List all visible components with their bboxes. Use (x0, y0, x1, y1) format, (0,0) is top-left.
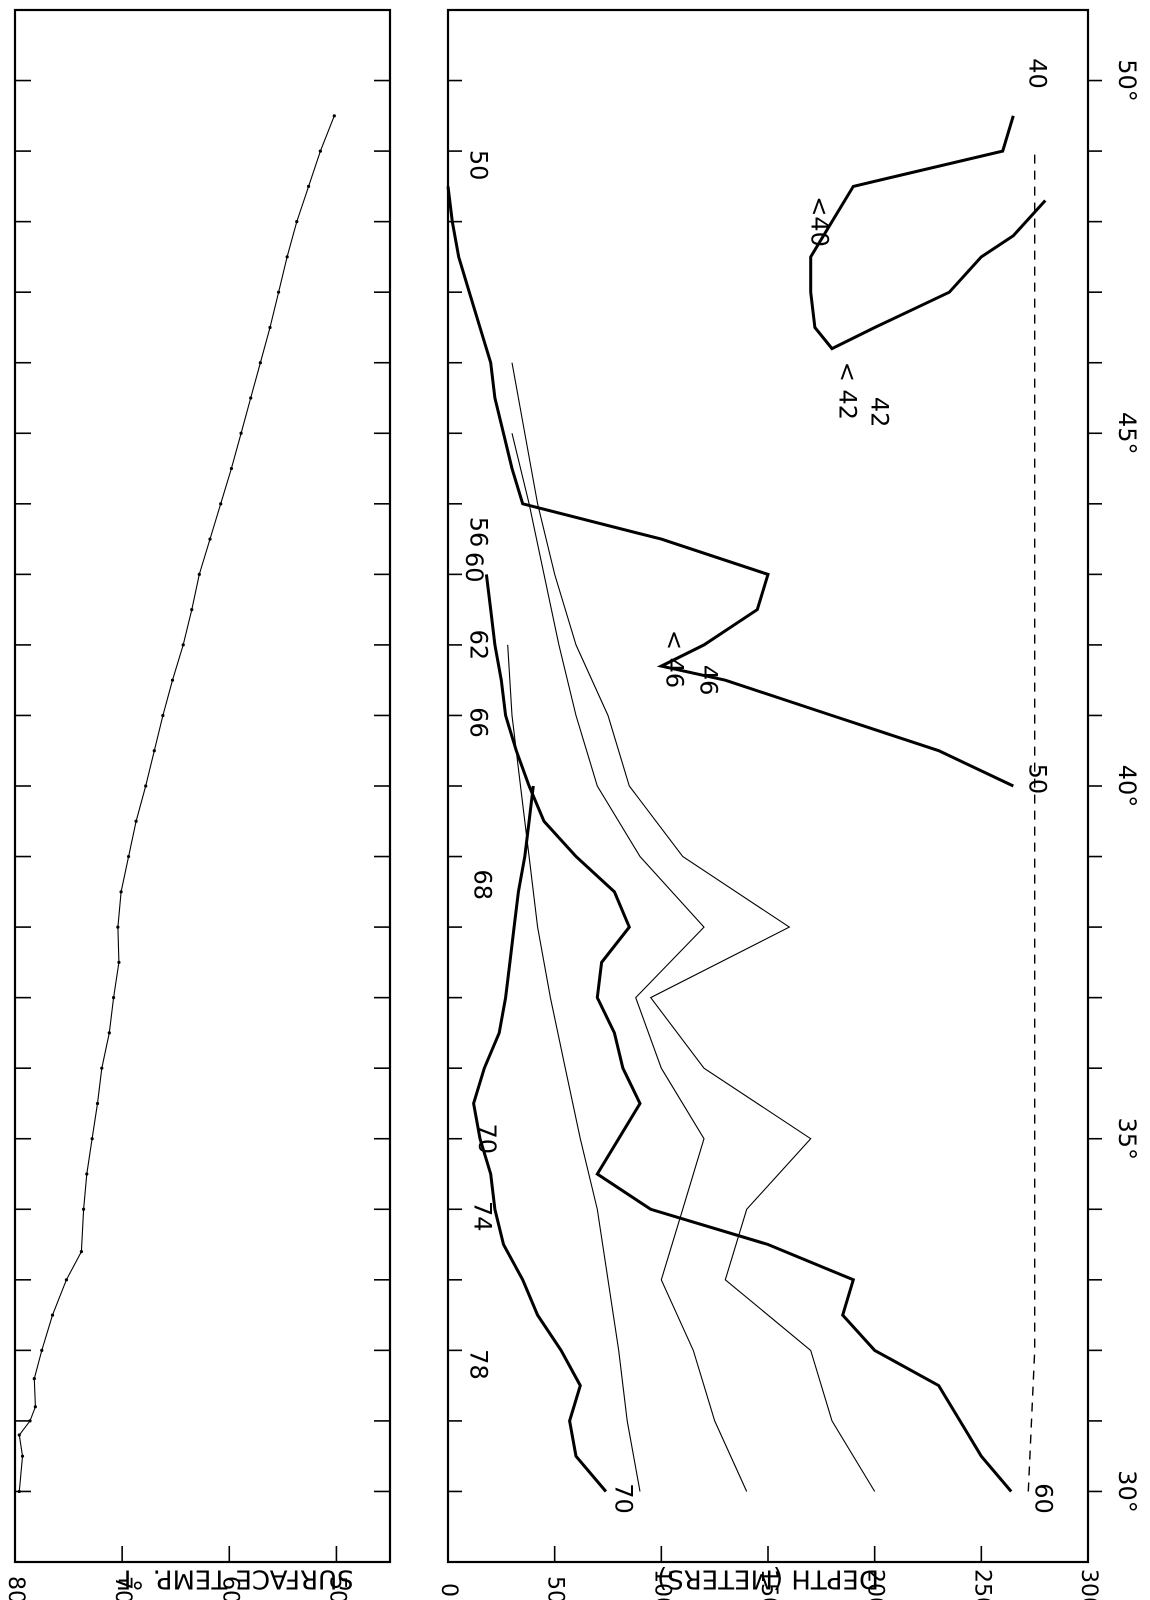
contour-label: 46 (695, 665, 723, 696)
surface-temp-point (285, 255, 289, 259)
depth-tick-label: 250 (969, 1569, 994, 1600)
temp-axis-label: SURFACE TEMP. °F (116, 1564, 353, 1594)
contour-label: 50 (1023, 764, 1051, 795)
contour-label: 42 (865, 397, 893, 428)
depth-tick-label: 300 (1076, 1569, 1101, 1600)
isotherm-thick (472, 785, 608, 1493)
isotherm-thin (511, 362, 876, 1492)
surface-temp-point (268, 325, 272, 330)
surface-temp-point (119, 890, 123, 894)
surface-temp-point (79, 1250, 84, 1254)
contour-label: 66 (464, 707, 492, 738)
surface-temp-point (100, 1066, 104, 1070)
temp-tick-label: 60 (217, 1576, 242, 1600)
surface-temp-point (170, 678, 175, 682)
surface-temp-point (17, 1433, 21, 1437)
surface-temp-point (318, 149, 322, 153)
surface-temp-point (152, 749, 156, 753)
surface-temp-point (144, 784, 148, 788)
surface-temp-point (161, 713, 165, 718)
depth-tick-label: 0 (436, 1583, 461, 1597)
contour-label: 68 (469, 869, 497, 900)
temp-tick-label: 50 (324, 1576, 349, 1600)
surface-temp-point (332, 114, 336, 118)
surface-temp-point (181, 643, 185, 647)
lat-tick-label: 35° (1113, 1117, 1141, 1160)
isotherm-thick (446, 186, 1014, 788)
surface-temp-point (95, 1101, 100, 1106)
surface-temp-point (17, 1489, 21, 1494)
surface-temp-point (197, 572, 201, 576)
contour-label: 40 (1023, 58, 1051, 89)
surface-temp-point (20, 1454, 25, 1458)
top-frame (13, 8, 392, 1564)
contour-label: 60 (460, 552, 488, 583)
contour-label: 56 (464, 517, 492, 548)
isotherm-thin (507, 644, 641, 1492)
surface-temp-point (126, 854, 131, 859)
surface-temp-point (295, 220, 299, 224)
surface-temp-line (18, 115, 335, 1492)
surface-temp-point (117, 960, 121, 964)
surface-temp-point (32, 1376, 36, 1381)
surface-temp-point (40, 1348, 44, 1352)
contour-label: < 42 (833, 362, 861, 420)
surface-temp-point (90, 1137, 94, 1141)
lat-tick-label: 45° (1113, 412, 1141, 455)
isotherm-thick (484, 574, 1013, 1493)
surface-temp-point (111, 996, 116, 1000)
surface-temp-point (249, 396, 253, 400)
isotherm-thin (511, 433, 748, 1492)
surface-temp-point (239, 431, 243, 435)
surface-temp-point (276, 290, 281, 294)
surface-temp-point (306, 184, 311, 188)
depth-axis-label: DEPTH (METERS) (657, 1564, 879, 1594)
surface-temp-point (50, 1313, 55, 1317)
surface-temp-point (190, 608, 194, 612)
depth-tick-label: 50 (543, 1576, 568, 1600)
lat-tick-label: 40° (1113, 765, 1141, 808)
depth-tick-label: 150 (756, 1569, 781, 1600)
surface-temp-point (85, 1172, 89, 1176)
surface-temp-point (219, 502, 223, 506)
depth-tick-label: 200 (863, 1569, 888, 1600)
isotherm-dash (1027, 151, 1036, 1492)
surface-temp-point (33, 1405, 37, 1409)
depth-section-panel: 0 50 100 150 200 250 300 30° 35° 40° 45° 50° 78 74 70 6… (436, 8, 1141, 1600)
surface-temp-point (208, 537, 212, 541)
lat-tick-label: 30° (1113, 1470, 1141, 1513)
isotherm-thick (809, 115, 1047, 351)
temp-tick-label: 80 (3, 1576, 28, 1600)
surface-temp-point (107, 1031, 111, 1035)
surface-temp-point (116, 925, 120, 929)
contour-label: 78 (464, 1349, 492, 1380)
contour-label: 62 (464, 630, 492, 661)
contour-label: 74 (469, 1201, 497, 1232)
contour-label: < 46 (661, 630, 689, 688)
contour-label: 70 (473, 1123, 501, 1154)
surface-temp-point (64, 1278, 69, 1282)
contour-label: 50 (464, 150, 492, 181)
contour-label: 60 (1030, 1483, 1058, 1514)
contour-label: <40 (806, 196, 834, 247)
temp-tick-label: 70 (110, 1576, 135, 1600)
surface-temp-point (229, 466, 234, 471)
lat-tick-label: 50° (1113, 59, 1141, 102)
surface-temp-point (258, 361, 262, 365)
surface-temp-point (134, 819, 138, 823)
contour-label: 70 (609, 1483, 637, 1514)
bottom-frame (446, 8, 1090, 1564)
surface-temp-point (28, 1419, 32, 1423)
depth-tick-label: 100 (649, 1569, 674, 1600)
surface-temp-point (81, 1207, 86, 1211)
